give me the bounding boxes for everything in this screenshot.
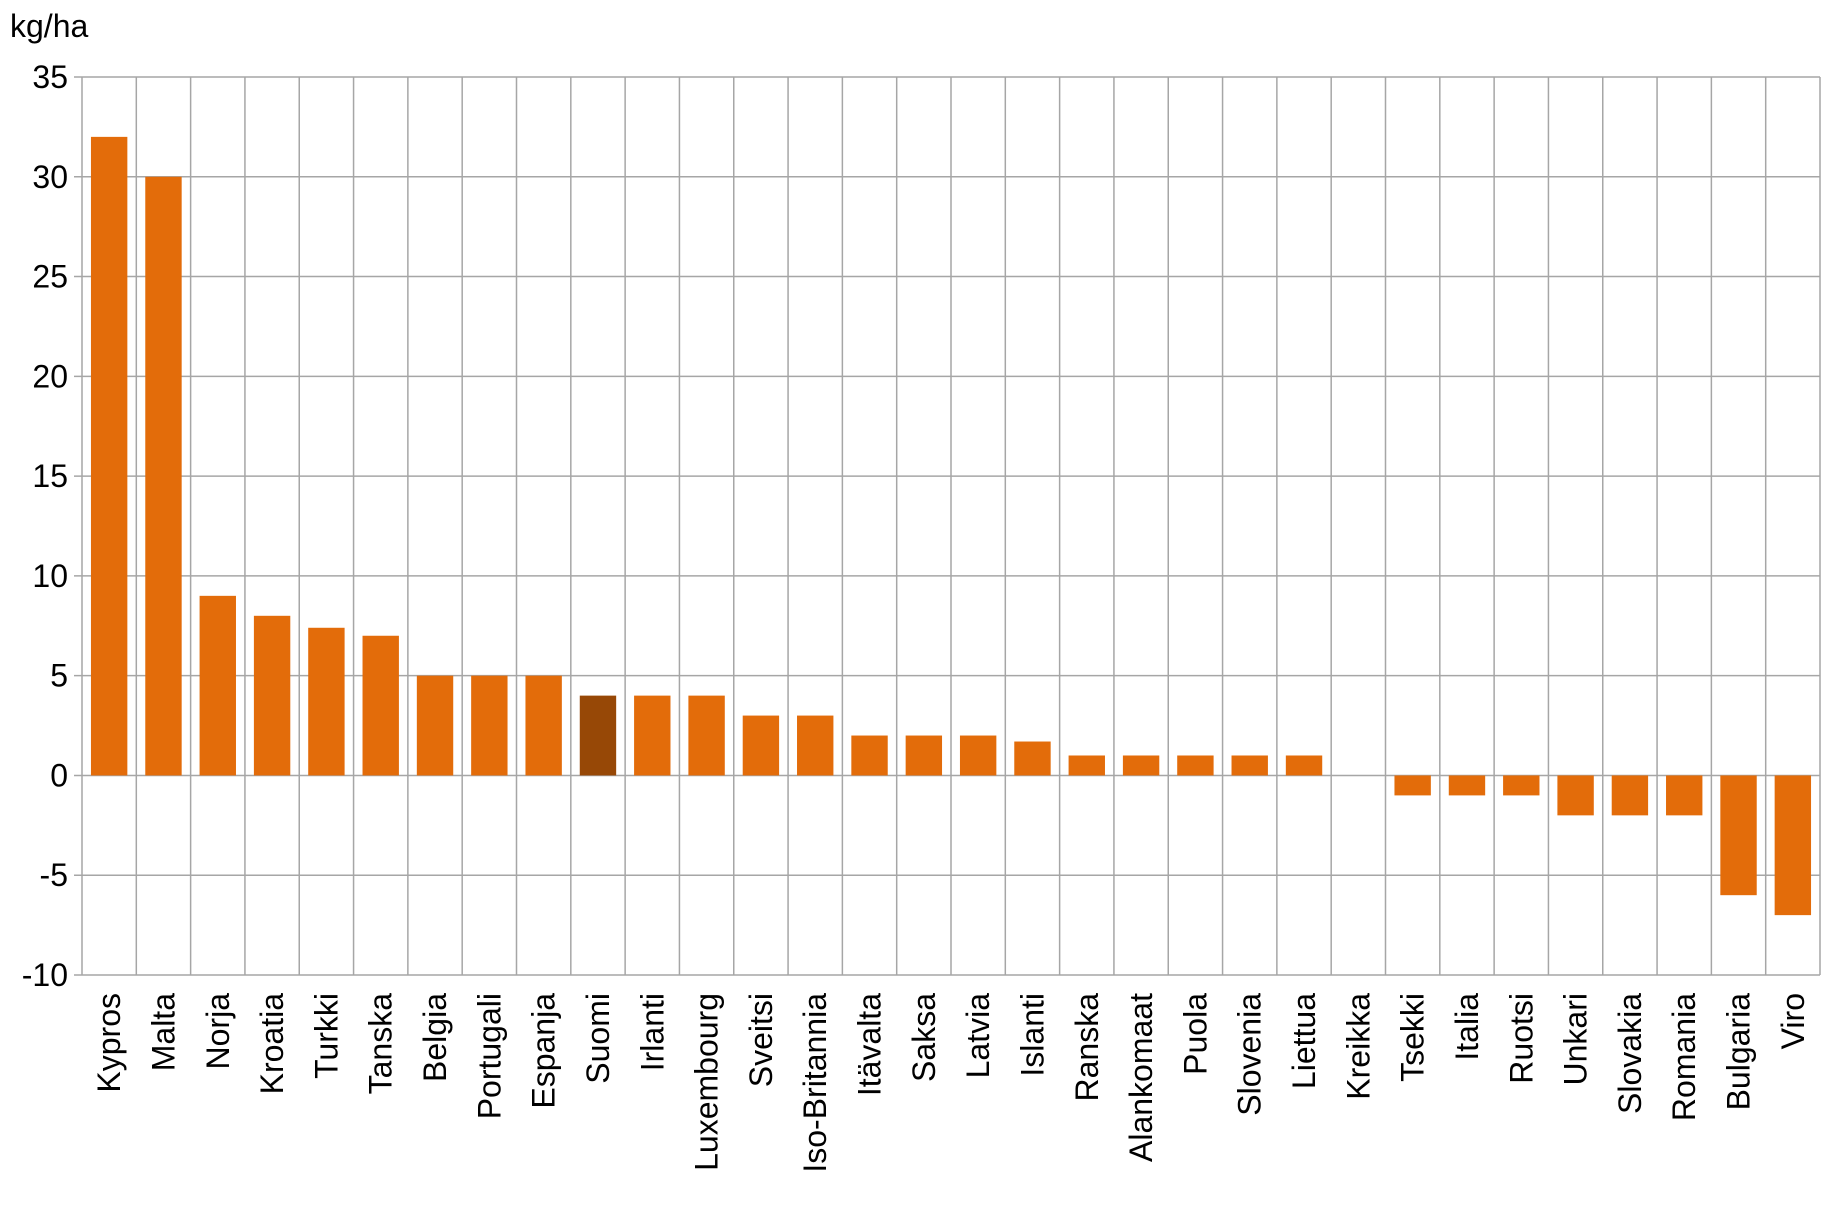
x-tick-label: Itävalta — [852, 993, 888, 1096]
x-tick-label: Romania — [1666, 993, 1702, 1121]
bar-bulgaria — [1720, 775, 1757, 896]
bar-turkki — [308, 627, 345, 776]
bar-suomi — [579, 695, 617, 776]
y-tick-label: 20 — [32, 358, 68, 394]
x-tick-label: Tanska — [363, 993, 399, 1095]
bar-viro — [1774, 775, 1812, 916]
bar-unkari — [1557, 775, 1594, 816]
bar-slovenia — [1231, 755, 1268, 776]
x-tick-label: Suomi — [580, 993, 616, 1084]
y-tick-label: 30 — [32, 159, 68, 195]
bar-ruotsi — [1503, 775, 1540, 796]
y-tick-label: 25 — [32, 259, 68, 295]
y-tick-label: 10 — [32, 558, 68, 594]
x-tick-label: Unkari — [1558, 993, 1594, 1085]
bar-kroatia — [253, 615, 291, 776]
x-tick-label: Slovakia — [1612, 993, 1648, 1114]
bar-tanska — [362, 635, 399, 776]
bar-slovakia — [1611, 775, 1649, 816]
grid-lines — [74, 76, 1821, 976]
x-tick-label: Bulgaria — [1721, 993, 1757, 1111]
bar-kypros — [90, 136, 128, 776]
bar-ranska — [1068, 755, 1105, 776]
x-tick-label: Portugali — [471, 993, 507, 1119]
x-tick-label: Slovenia — [1232, 993, 1268, 1116]
x-tick-label: Espanja — [526, 993, 562, 1109]
x-tick-label: Iso-Britannia — [797, 993, 833, 1173]
x-tick-label: Kroatia — [254, 993, 290, 1095]
x-tick-label: Kreikka — [1340, 993, 1376, 1100]
y-tick-label: -10 — [22, 957, 68, 993]
y-tick-label: 5 — [50, 658, 68, 694]
x-tick-label: Kypros — [91, 993, 127, 1093]
bar-luxembourg — [688, 695, 725, 776]
y-tick-label: 15 — [32, 458, 68, 494]
x-tick-label: Italia — [1449, 993, 1485, 1061]
x-tick-label: Liettua — [1286, 993, 1322, 1089]
x-tick-label: Puola — [1177, 993, 1213, 1075]
x-tick-label: Irlanti — [634, 993, 670, 1071]
bar-islanti — [1014, 741, 1051, 776]
bar-belgia — [416, 675, 454, 776]
bar-latvia — [959, 735, 997, 776]
bar-malta — [145, 176, 182, 776]
bar-espanja — [525, 675, 562, 776]
bar-romania — [1666, 775, 1703, 816]
x-tick-label: Luxembourg — [689, 993, 725, 1171]
x-tick-label: Islanti — [1014, 993, 1050, 1077]
x-tick-label: Ranska — [1069, 993, 1105, 1102]
x-tick-label: Latvia — [960, 993, 996, 1079]
bar-iso-britannia — [797, 715, 834, 776]
y-tick-label: 35 — [32, 59, 68, 95]
y-axis-unit-label: kg/ha — [10, 8, 89, 44]
bar-alankomaat — [1122, 755, 1160, 776]
bar-itävalta — [851, 735, 888, 776]
x-tick-label: Turkki — [308, 993, 344, 1079]
y-tick-label: -5 — [40, 857, 68, 893]
bar-portugali — [471, 675, 508, 776]
bar-liettua — [1285, 755, 1323, 776]
bars — [90, 136, 1812, 916]
x-tick-label: Alankomaat — [1123, 993, 1159, 1162]
bar-saksa — [905, 735, 943, 776]
x-tick-label: Tsekki — [1395, 993, 1431, 1082]
bar-tsekki — [1394, 775, 1431, 796]
x-tick-label: Ruotsi — [1503, 993, 1539, 1084]
bar-italia — [1448, 775, 1486, 796]
x-tick-label: Malta — [145, 993, 181, 1071]
x-tick-label: Belgia — [417, 993, 453, 1082]
bar-norja — [199, 595, 236, 776]
bar-irlanti — [634, 695, 671, 776]
y-tick-label: 0 — [50, 757, 68, 793]
x-tick-label: Viro — [1775, 993, 1811, 1049]
x-tick-label: Sveitsi — [743, 993, 779, 1087]
x-tick-label: Norja — [200, 993, 236, 1070]
x-tick-label: Saksa — [906, 993, 942, 1082]
bar-sveitsi — [742, 715, 780, 776]
x-tick-labels: Kypros Malta Norja Kroatia Turkki Tanska Belgi… — [91, 993, 1811, 1173]
bar-puola — [1177, 755, 1214, 776]
y-tick-labels: 35 30 25 20 15 10 5 0 -5 -10 — [22, 59, 68, 993]
